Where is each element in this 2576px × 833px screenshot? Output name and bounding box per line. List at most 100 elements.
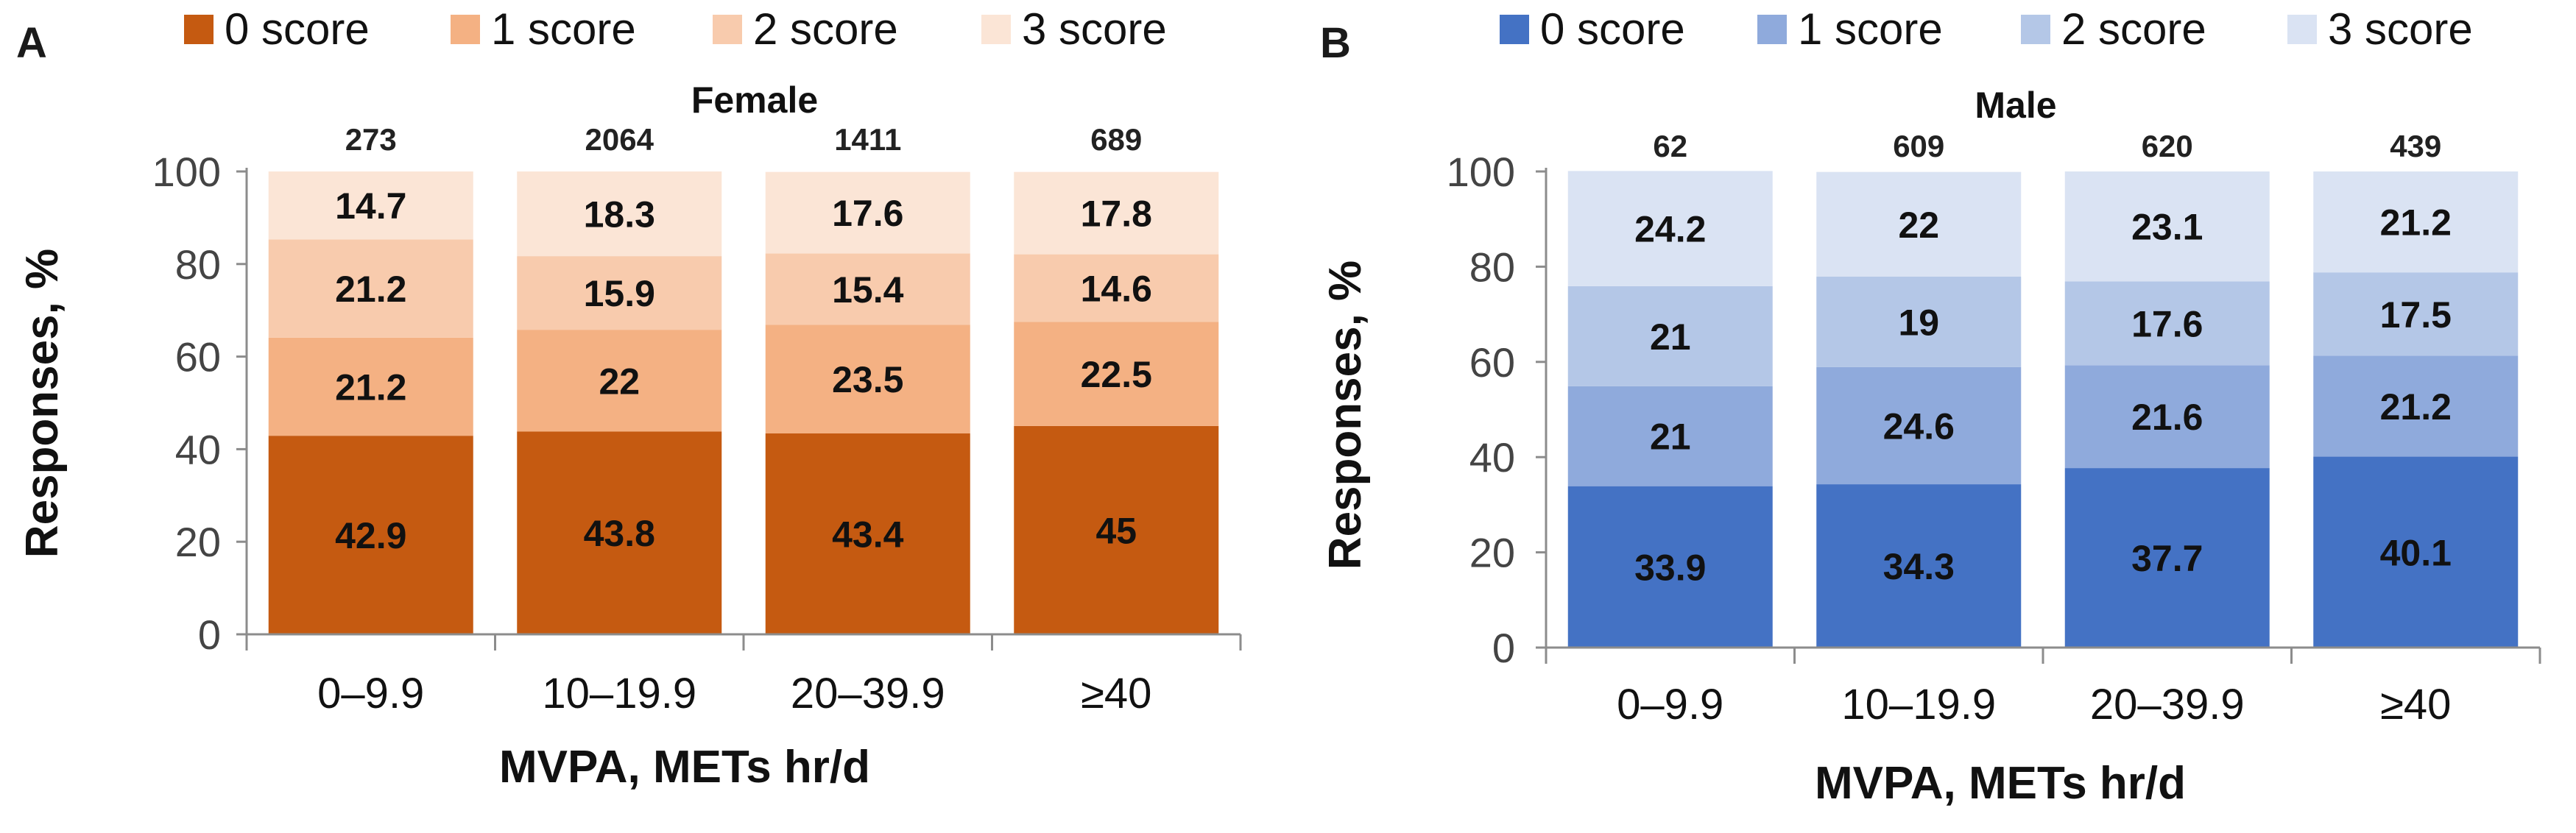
data-label: 22 xyxy=(1898,205,1939,246)
data-label: 19 xyxy=(1898,302,1939,343)
bar-segment-1-score-10-19-9 xyxy=(1816,366,2022,485)
bar-segment-0-score-20-39-9 xyxy=(2064,468,2270,648)
data-label: 21.2 xyxy=(2380,202,2452,244)
bar-segment-3-score-10-19-9 xyxy=(1816,171,2022,277)
sample-size-label: 273 xyxy=(345,122,397,157)
data-label: 23.5 xyxy=(832,359,903,400)
bar-segment-1-score-20-39-9 xyxy=(2064,365,2270,469)
x-tick-label: ≥40 xyxy=(2380,681,2451,729)
data-label: 15.4 xyxy=(832,269,904,311)
legend-label-1-score: 1 score xyxy=(1798,4,1943,54)
legend-swatch-3-score xyxy=(2287,15,2317,44)
x-tick-label: ≥40 xyxy=(1081,670,1151,717)
y-tick-label: 100 xyxy=(1447,149,1515,195)
bar-segment-0-score-ge40 xyxy=(1014,425,1219,634)
y-tick-label: 80 xyxy=(1469,244,1515,290)
legend-label-2-score: 2 score xyxy=(753,4,898,54)
data-label: 17.5 xyxy=(2380,294,2452,336)
x-tick-label: 10–19.9 xyxy=(542,670,696,717)
bar-segment-2-score-0-9-9 xyxy=(1567,286,1773,386)
bar-segment-0-score-10-19-9 xyxy=(1816,484,2022,648)
data-label: 21 xyxy=(1650,416,1691,458)
panel-letter-b: B xyxy=(1320,19,1351,67)
bar-segment-2-score-0-9-9 xyxy=(268,239,473,338)
y-tick-label: 60 xyxy=(175,334,221,380)
data-label: 17.8 xyxy=(1081,194,1152,235)
y-tick-label: 20 xyxy=(1469,530,1515,576)
data-label: 23.1 xyxy=(2131,207,2203,248)
chart-panel-female: 0 score 1 score 2 score 3 score Female 0 20 40 6… xyxy=(17,4,1242,793)
data-label: 21.2 xyxy=(335,269,406,310)
bar-segment-0-score-0-9-9 xyxy=(1567,486,1773,648)
data-label: 21.2 xyxy=(2380,386,2452,428)
data-label: 24.6 xyxy=(1883,405,1955,447)
bar-segment-0-score-20-39-9 xyxy=(765,433,970,634)
data-label: 24.2 xyxy=(1634,209,1706,250)
sample-size-label: 620 xyxy=(2142,129,2193,163)
data-label: 42.9 xyxy=(335,515,406,556)
legend-swatch-3-score xyxy=(981,15,1011,44)
y-axis-title: Responses, % xyxy=(17,249,68,558)
y-tick-label: 100 xyxy=(152,149,221,195)
x-tick-label: 20–39.9 xyxy=(791,670,945,717)
x-tick-label: 0–9.9 xyxy=(317,670,424,717)
bar-segment-2-score-ge40 xyxy=(1014,254,1219,322)
bar-segment-1-score-ge40 xyxy=(2313,355,2519,457)
chart-title: Female xyxy=(691,79,818,121)
bar-segment-1-score-0-9-9 xyxy=(268,337,473,436)
bar-segment-2-score-ge40 xyxy=(2313,272,2519,356)
chart-title: Male xyxy=(1975,85,2056,126)
y-tick-label: 0 xyxy=(1492,625,1515,671)
bar-segment-1-score-20-39-9 xyxy=(765,325,970,434)
data-label: 37.7 xyxy=(2131,538,2203,579)
sample-size-label: 62 xyxy=(1653,129,1687,163)
data-label: 40.1 xyxy=(2380,532,2452,573)
bar-segment-2-score-10-19-9 xyxy=(1816,276,2022,367)
bar-segment-3-score-ge40 xyxy=(1014,171,1219,255)
sample-size-label: 609 xyxy=(1893,129,1944,163)
bar-segment-1-score-10-19-9 xyxy=(517,330,722,432)
bar-segment-3-score-20-39-9 xyxy=(765,171,970,254)
bar-segment-0-score-ge40 xyxy=(2313,456,2519,648)
bar-segment-3-score-20-39-9 xyxy=(2064,171,2270,282)
legend-label-3-score: 3 score xyxy=(1022,4,1167,54)
bar-segment-3-score-0-9-9 xyxy=(268,171,473,240)
y-tick-label: 40 xyxy=(1469,434,1515,481)
data-label: 17.6 xyxy=(832,193,903,234)
legend-swatch-1-score xyxy=(1757,15,1787,44)
bar-segment-2-score-10-19-9 xyxy=(517,256,722,330)
data-label: 43.8 xyxy=(584,513,655,554)
legend-swatch-1-score xyxy=(451,15,480,44)
data-label: 43.4 xyxy=(832,514,904,556)
bar-segment-0-score-10-19-9 xyxy=(517,431,722,634)
data-label: 34.3 xyxy=(1883,546,1955,587)
legend-swatch-2-score xyxy=(713,15,742,44)
bar-segment-1-score-0-9-9 xyxy=(1567,386,1773,486)
legend-label-0-score: 0 score xyxy=(225,4,370,54)
bar-segment-0-score-0-9-9 xyxy=(268,436,473,634)
data-label: 14.7 xyxy=(335,185,406,227)
legend-label-1-score: 1 score xyxy=(491,4,636,54)
x-axis-title: MVPA, METs hr/d xyxy=(499,742,870,793)
sample-size-label: 689 xyxy=(1090,122,1142,157)
data-label: 15.9 xyxy=(584,273,655,314)
legend-label-3-score: 3 score xyxy=(2328,4,2473,54)
y-tick-label: 40 xyxy=(175,426,221,472)
x-axis-title: MVPA, METs hr/d xyxy=(1815,758,2186,809)
data-label: 17.6 xyxy=(2131,303,2203,344)
data-label: 33.9 xyxy=(1634,547,1706,588)
sample-size-label: 2064 xyxy=(585,122,654,157)
data-label: 21.2 xyxy=(335,366,406,408)
data-label: 21 xyxy=(1650,316,1691,358)
sample-size-label: 439 xyxy=(2390,129,2441,163)
bar-segment-3-score-ge40 xyxy=(2313,171,2519,273)
legend-swatch-0-score xyxy=(1500,15,1529,44)
y-tick-label: 80 xyxy=(175,241,221,288)
x-tick-label: 0–9.9 xyxy=(1617,681,1723,729)
legend-swatch-2-score xyxy=(2021,15,2050,44)
bar-segment-3-score-0-9-9 xyxy=(1567,171,1773,286)
legend-label-0-score: 0 score xyxy=(1540,4,1685,54)
legend-swatch-0-score xyxy=(184,15,214,44)
data-label: 21.6 xyxy=(2131,397,2203,438)
y-tick-label: 0 xyxy=(198,612,221,658)
